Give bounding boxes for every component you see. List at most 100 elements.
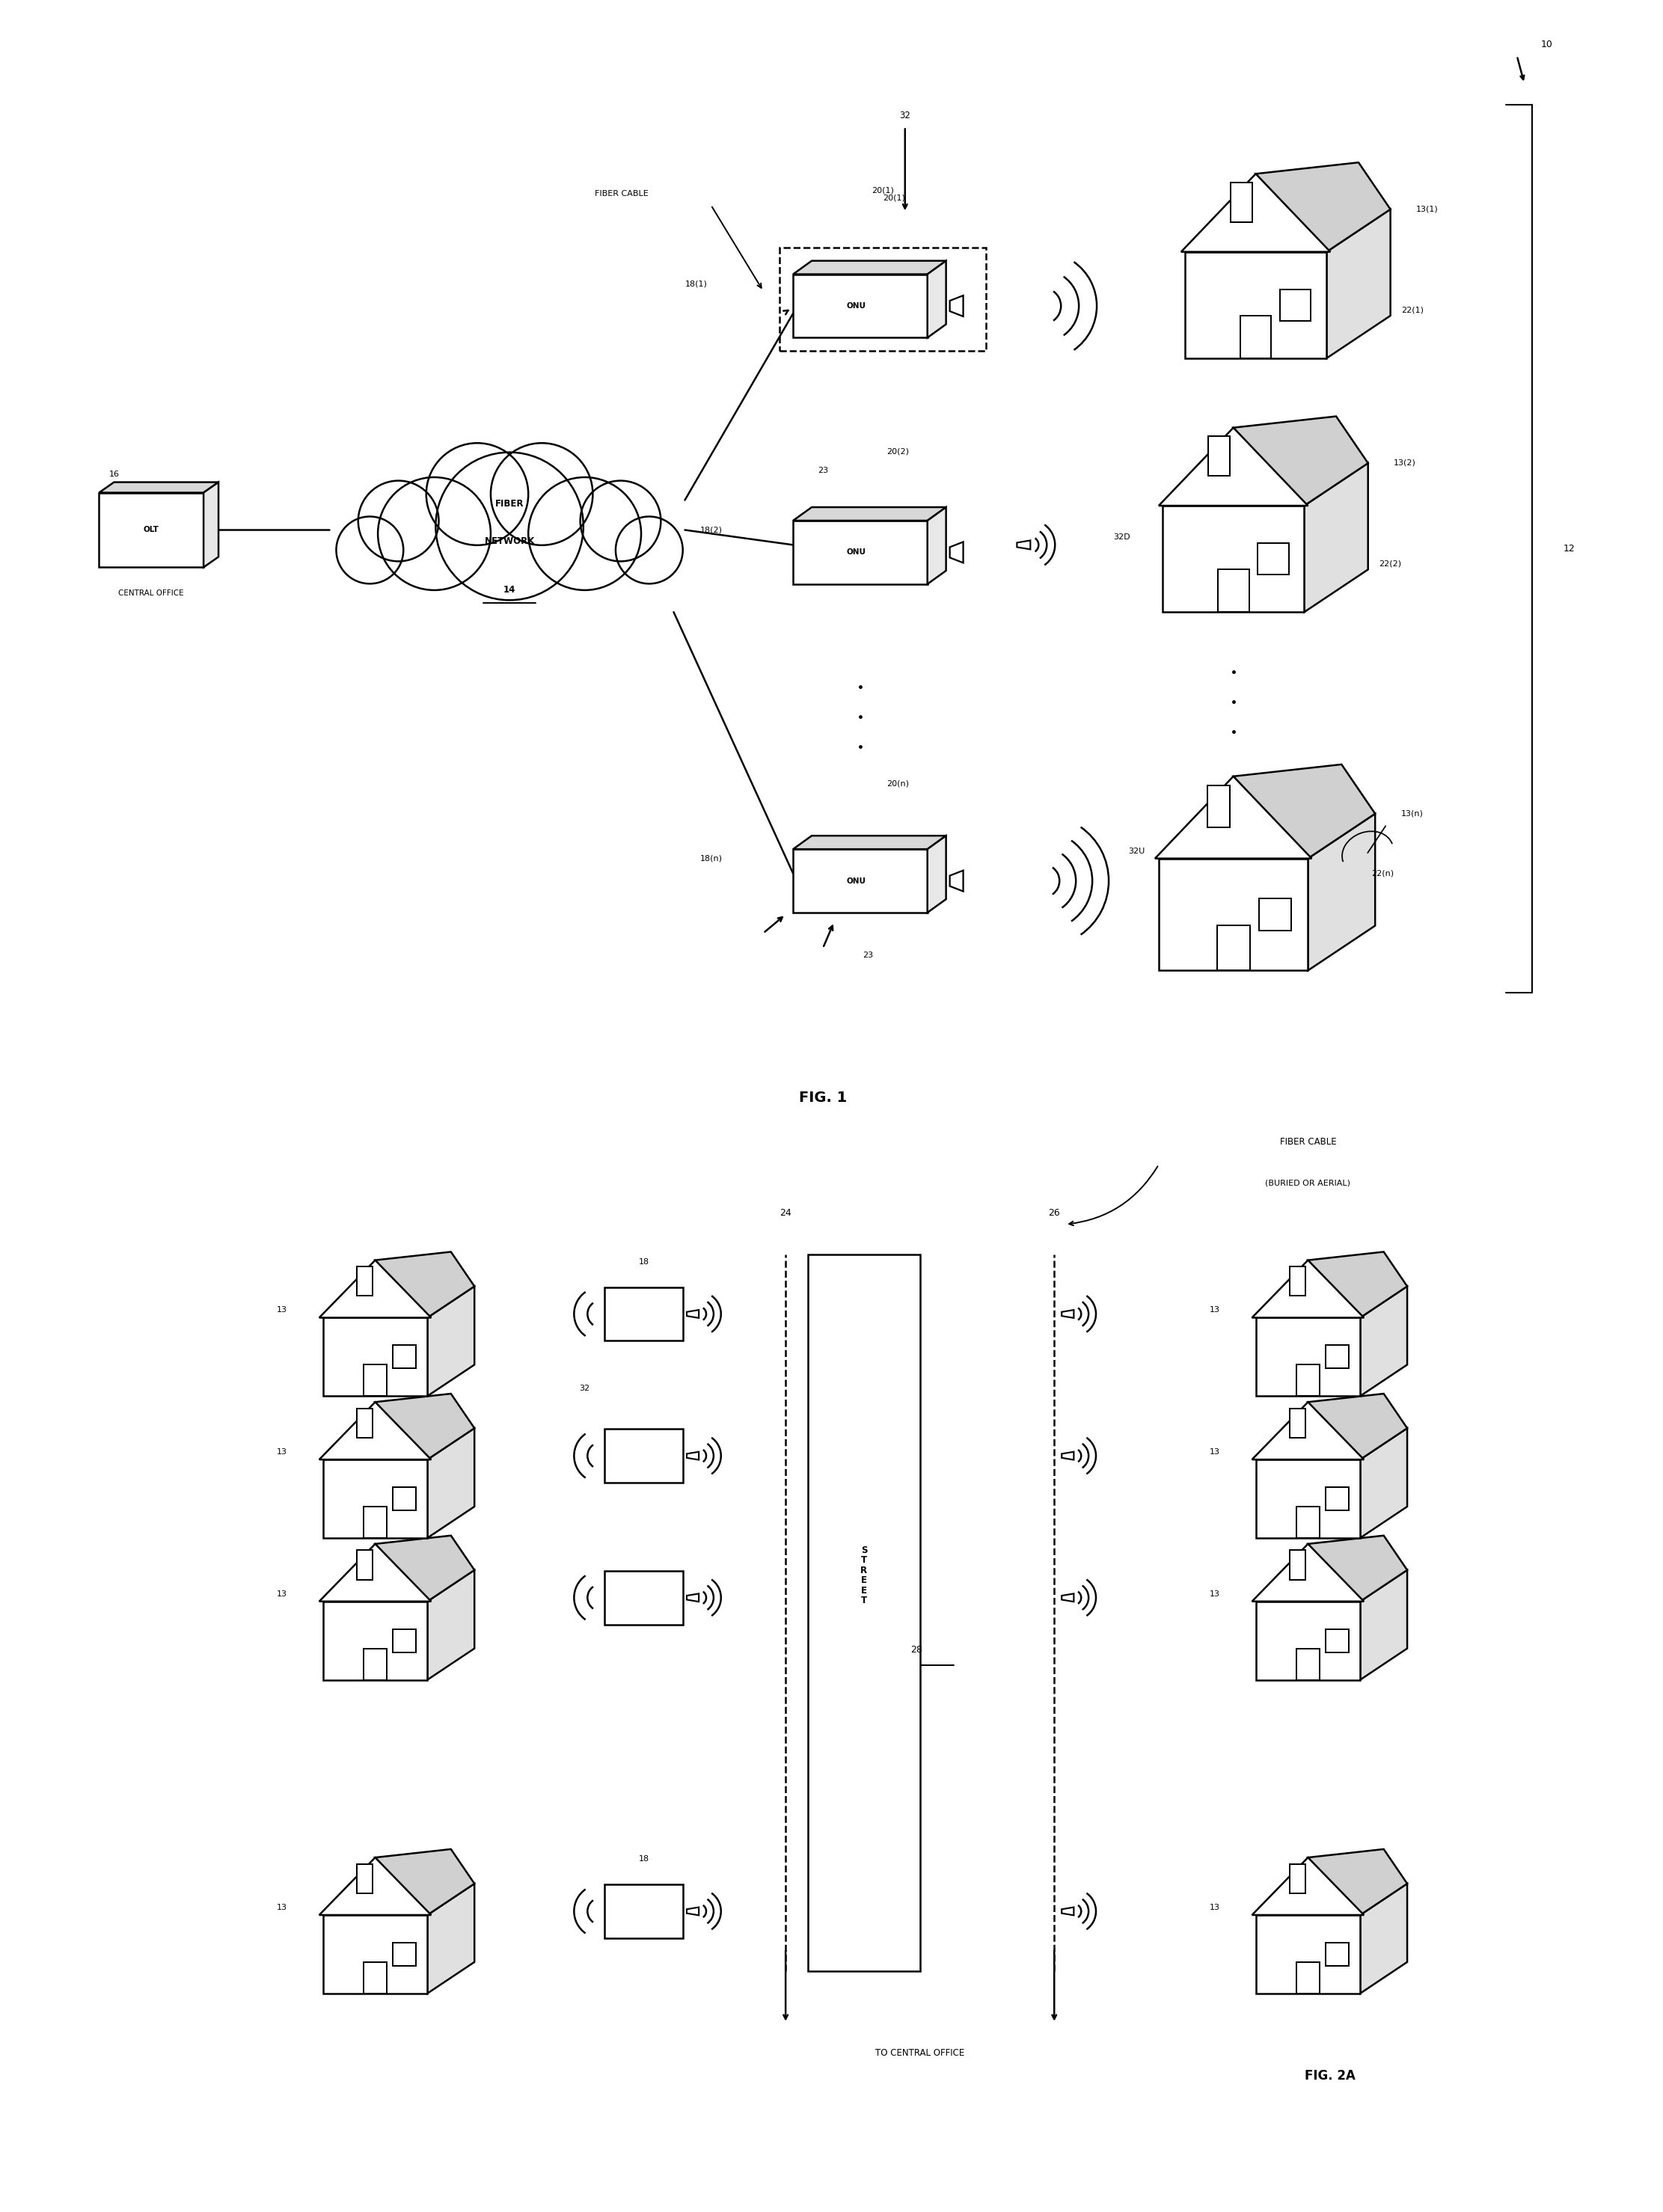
Text: 20(n): 20(n)	[886, 781, 908, 787]
Circle shape	[426, 442, 529, 544]
Text: 32: 32	[579, 1385, 589, 1391]
Text: 18(2): 18(2)	[700, 526, 722, 533]
Polygon shape	[605, 1287, 683, 1340]
Polygon shape	[1018, 540, 1031, 549]
Polygon shape	[687, 1593, 698, 1601]
Text: 22(1): 22(1)	[1402, 305, 1424, 314]
Polygon shape	[1181, 175, 1330, 252]
Polygon shape	[376, 1252, 474, 1318]
Polygon shape	[1327, 210, 1390, 358]
Text: 13: 13	[276, 1307, 288, 1314]
Polygon shape	[950, 296, 963, 316]
Text: 23: 23	[818, 467, 828, 473]
Polygon shape	[323, 1601, 427, 1679]
Polygon shape	[1290, 1267, 1305, 1296]
Polygon shape	[1217, 568, 1249, 613]
Text: FIBER CABLE: FIBER CABLE	[595, 190, 649, 197]
Polygon shape	[1256, 1460, 1360, 1537]
Text: FIBER CABLE: FIBER CABLE	[1279, 1137, 1337, 1148]
Circle shape	[580, 480, 660, 562]
Text: TO CENTRAL OFFICE: TO CENTRAL OFFICE	[875, 2048, 965, 2057]
Polygon shape	[100, 493, 203, 566]
Polygon shape	[928, 836, 946, 914]
Text: ONU: ONU	[846, 878, 866, 885]
Polygon shape	[1360, 1885, 1407, 1993]
Polygon shape	[1325, 1942, 1349, 1966]
Polygon shape	[1256, 161, 1390, 252]
Polygon shape	[1360, 1287, 1407, 1396]
Polygon shape	[364, 1962, 387, 1993]
Polygon shape	[1252, 1858, 1364, 1916]
Bar	[808, 1254, 920, 1971]
Circle shape	[615, 518, 683, 584]
Polygon shape	[793, 274, 928, 338]
Text: 22(n): 22(n)	[1372, 869, 1394, 878]
Polygon shape	[1297, 1506, 1319, 1537]
Polygon shape	[793, 849, 928, 914]
Text: 13: 13	[1209, 1905, 1221, 1911]
Polygon shape	[928, 507, 946, 584]
Polygon shape	[1252, 1402, 1364, 1460]
Polygon shape	[687, 1907, 698, 1916]
Polygon shape	[1309, 814, 1375, 971]
Polygon shape	[1256, 1916, 1360, 1993]
Polygon shape	[1325, 1345, 1349, 1369]
Text: FIG. 2A: FIG. 2A	[1305, 2068, 1355, 2081]
Polygon shape	[1309, 1849, 1407, 1916]
Polygon shape	[1297, 1648, 1319, 1679]
Polygon shape	[392, 1345, 416, 1369]
Polygon shape	[319, 1858, 431, 1916]
Circle shape	[378, 478, 491, 591]
Polygon shape	[605, 1571, 683, 1624]
Polygon shape	[1217, 925, 1251, 971]
Polygon shape	[392, 1486, 416, 1511]
Polygon shape	[1159, 858, 1309, 971]
Text: 20(1): 20(1)	[871, 186, 893, 195]
Text: 13: 13	[1209, 1449, 1221, 1455]
Polygon shape	[376, 1849, 474, 1916]
Text: 20(2): 20(2)	[886, 447, 908, 456]
Text: 24: 24	[780, 1208, 792, 1219]
Polygon shape	[687, 1310, 698, 1318]
Polygon shape	[1061, 1907, 1074, 1916]
Polygon shape	[605, 1885, 683, 1938]
Text: ONU: ONU	[846, 303, 866, 310]
Polygon shape	[1256, 1318, 1360, 1396]
Polygon shape	[358, 1865, 373, 1893]
Polygon shape	[950, 872, 963, 891]
Polygon shape	[1309, 1394, 1407, 1460]
Polygon shape	[1309, 1252, 1407, 1318]
Text: FIG. 1: FIG. 1	[798, 1091, 846, 1104]
Text: FIBER: FIBER	[496, 500, 524, 509]
Text: 12: 12	[1563, 544, 1575, 553]
Polygon shape	[358, 1267, 373, 1296]
Text: 13: 13	[276, 1590, 288, 1597]
Text: 22(2): 22(2)	[1379, 560, 1402, 566]
Polygon shape	[319, 1544, 431, 1601]
Polygon shape	[1281, 290, 1310, 321]
Polygon shape	[427, 1287, 474, 1396]
Polygon shape	[319, 1402, 431, 1460]
Text: 14: 14	[504, 584, 516, 595]
Text: 32: 32	[900, 111, 911, 119]
Polygon shape	[319, 1261, 431, 1318]
Polygon shape	[392, 1628, 416, 1652]
Polygon shape	[1156, 776, 1312, 858]
Bar	[358, 495, 662, 575]
Polygon shape	[1061, 1593, 1074, 1601]
Polygon shape	[793, 261, 946, 274]
Polygon shape	[928, 261, 946, 338]
Text: (BURIED OR AERIAL): (BURIED OR AERIAL)	[1266, 1179, 1350, 1188]
Polygon shape	[1207, 785, 1229, 827]
Polygon shape	[1159, 427, 1309, 507]
Polygon shape	[1209, 436, 1231, 476]
Polygon shape	[323, 1460, 427, 1537]
Polygon shape	[1256, 1601, 1360, 1679]
Polygon shape	[950, 542, 963, 562]
Text: 13(2): 13(2)	[1394, 460, 1417, 467]
Polygon shape	[793, 507, 946, 520]
Polygon shape	[1297, 1365, 1319, 1396]
Polygon shape	[376, 1394, 474, 1460]
Polygon shape	[1252, 1544, 1364, 1601]
Text: 16: 16	[108, 471, 120, 478]
